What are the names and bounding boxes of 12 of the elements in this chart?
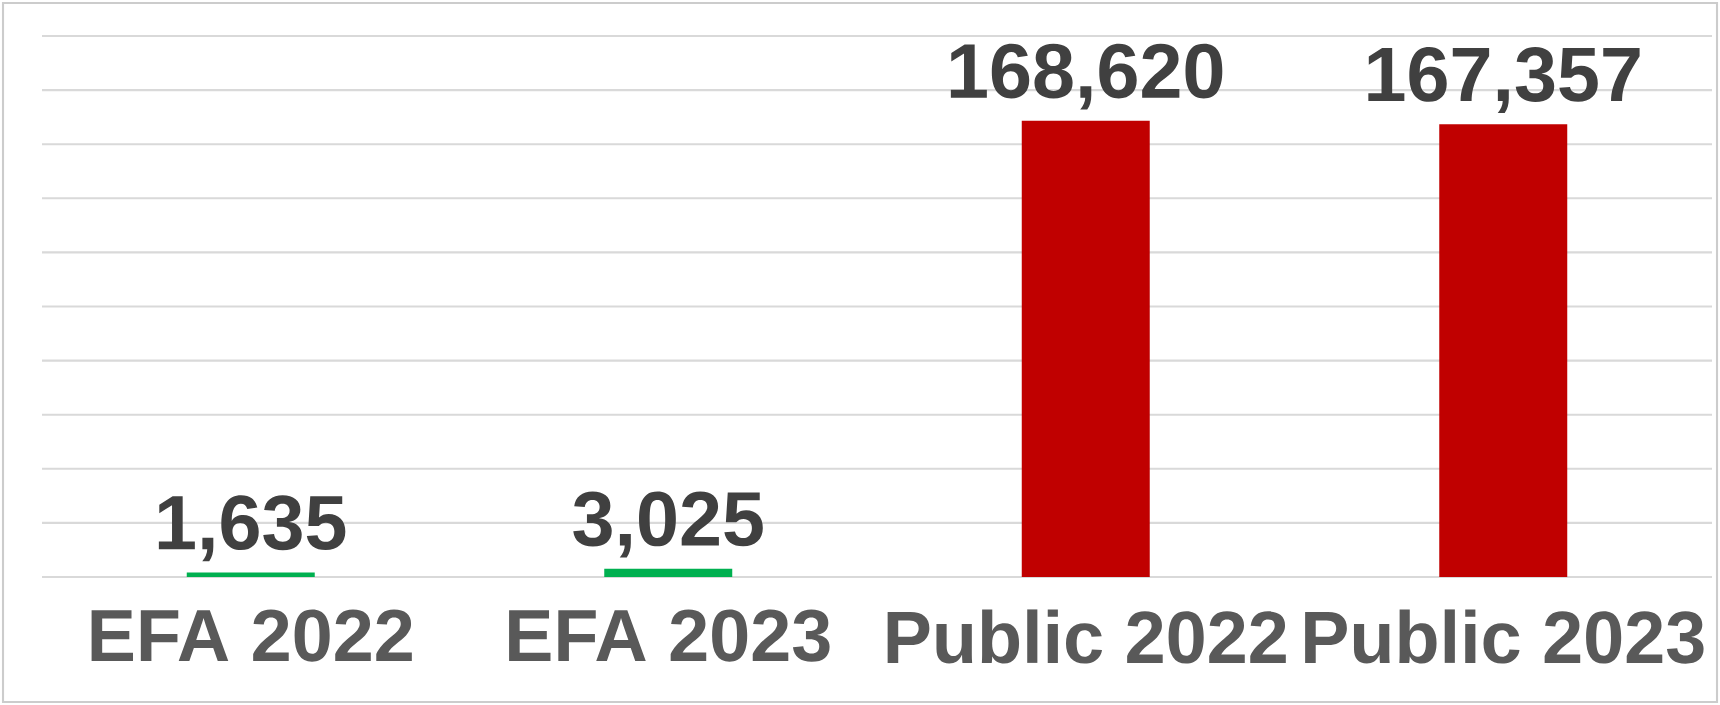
data-label: 168,620: [950, 43, 1223, 110]
data-label: 1,635: [158, 495, 346, 562]
bar: [604, 568, 733, 577]
x-tick-label: EFA 2022: [91, 609, 412, 662]
x-tick-label: Public 2022: [887, 609, 1286, 664]
x-tick-label: Public 2023: [1305, 609, 1704, 664]
data-label: 167,357: [1368, 47, 1640, 114]
data-label: 3,025: [573, 491, 763, 558]
bar: [1021, 120, 1150, 577]
bar: [186, 572, 315, 577]
x-tick-label: EFA 2023: [509, 609, 830, 662]
bar: [1439, 124, 1568, 577]
